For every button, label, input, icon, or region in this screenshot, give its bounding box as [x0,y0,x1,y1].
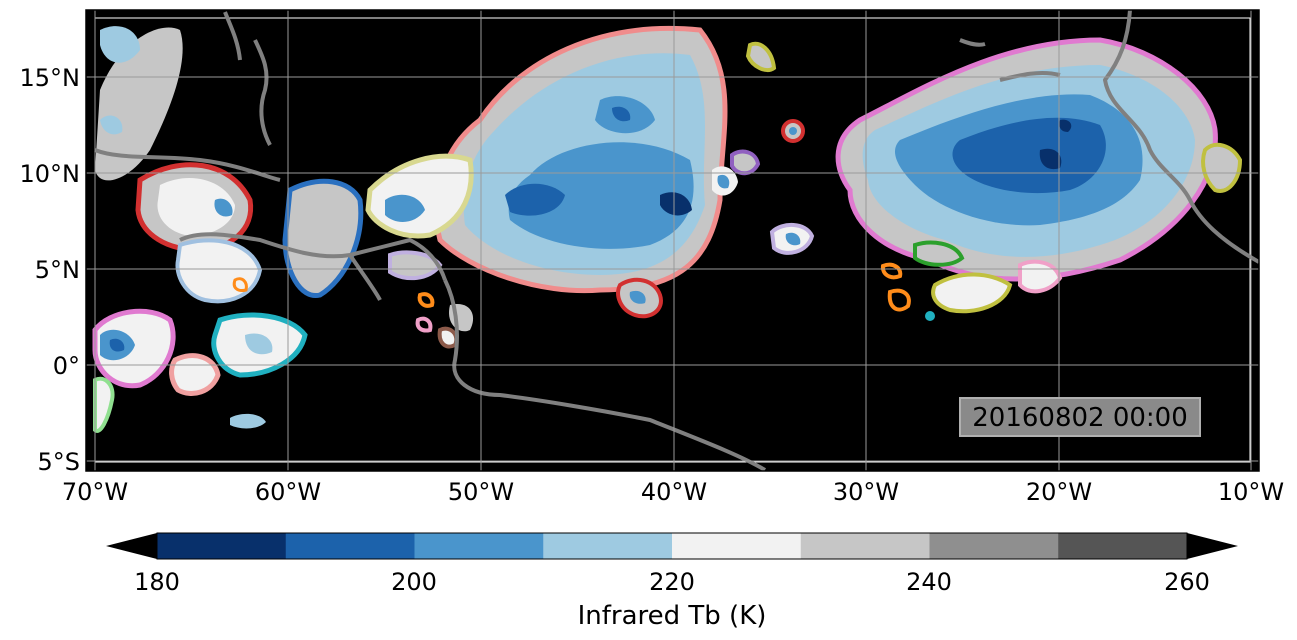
colorbar-segment [157,533,287,559]
x-tick-label: 50°W [448,478,514,506]
colorbar-title: Infrared Tb (K) [578,601,767,631]
colorbar-segment [800,533,930,559]
cloud-system-west-atlantic [92,26,474,433]
colorbar-over-arrow [1187,533,1238,559]
timestamp-box [959,397,1201,437]
y-tick-label: 0° [53,352,80,380]
x-tick-label: 40°W [641,478,707,506]
coastlines [94,10,1259,471]
x-tick-label: 70°W [62,478,128,506]
colorbar-tick-label: 260 [1164,568,1210,596]
y-tick-label: 5°N [35,256,80,284]
timestamp-label: 20160802 00:00 [972,403,1188,433]
x-tick-label: 10°W [1218,478,1284,506]
gridlines [86,10,1259,471]
colorbar-segment [414,533,544,559]
y-tick-label: 15°N [20,64,81,92]
colorbar-segments [157,533,1188,559]
cloud-system-east-atlantic [835,37,1218,282]
x-axis-ticks: 70°W 60°W 50°W 40°W 30°W 20°W 10°W [62,478,1284,506]
colorbar-tick-label: 200 [391,568,437,596]
y-axis-ticks: 15°N 10°N 5°N 0° 5°S [20,64,81,476]
colorbar-tick-label: 180 [134,568,180,596]
x-tick-label: 30°W [833,478,899,506]
colorbar-segment [1058,533,1188,559]
colorbar-segment [285,533,415,559]
colorbar-frame [156,532,1188,560]
y-tick-label: 10°N [20,160,81,188]
colorbar: 180 200 220 240 260 Infrared Tb (K) [106,532,1238,631]
colorbar-under-arrow [106,533,157,559]
map-border [85,9,1260,472]
colorbar-tick-label: 220 [649,568,695,596]
cloud-system-central-atlantic [433,25,728,294]
x-tick-label: 20°W [1026,478,1092,506]
colorbar-segment [543,533,673,559]
colorbar-segment [929,533,1059,559]
y-tick-label: 5°S [37,448,80,476]
colorbar-segment [672,533,802,559]
x-tick-label: 60°W [255,478,321,506]
map-panel: 20160802 00:00 [86,10,1259,471]
colorbar-tick-label: 240 [906,568,952,596]
small-cloud-cells [232,41,1243,349]
